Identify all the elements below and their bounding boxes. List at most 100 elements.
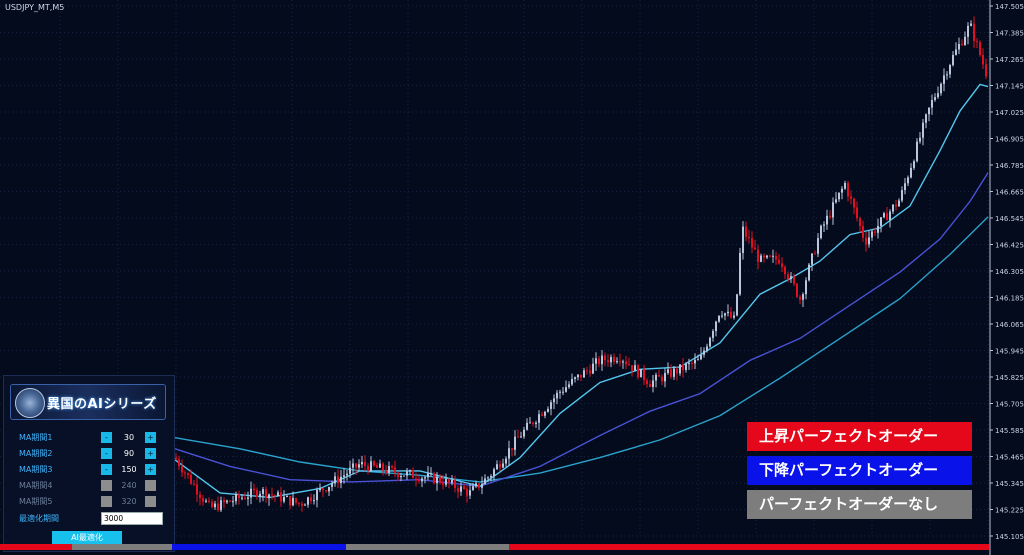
candle-body xyxy=(736,294,738,316)
candle-body xyxy=(712,331,714,338)
symbol-label: USDJPY_MT,M5 xyxy=(5,3,65,12)
candle-body xyxy=(970,23,972,26)
candle-body xyxy=(295,498,297,503)
candle-body xyxy=(391,466,393,468)
candle-body xyxy=(196,484,198,495)
candle-body xyxy=(199,494,201,499)
ma-period-3-label: MA期間3 xyxy=(19,465,53,474)
candle-body xyxy=(550,402,552,409)
candle-body xyxy=(784,266,786,275)
candle-body xyxy=(307,497,309,505)
candle-body xyxy=(514,436,516,450)
candle-body xyxy=(787,274,789,279)
ma-period-1-value: 30 xyxy=(123,433,135,442)
candle-body xyxy=(811,253,813,265)
candle-body xyxy=(364,461,366,466)
ma-period-2-row: MA期間2 - 90 + xyxy=(19,448,169,460)
candle-body xyxy=(346,473,348,476)
ma-period-4-row: MA期間4 - 240 + xyxy=(19,480,169,492)
candle-body xyxy=(697,359,699,361)
legend-no-perfect-order: パーフェクトオーダーなし xyxy=(747,490,972,519)
candle-body xyxy=(742,226,744,253)
candle-body xyxy=(337,476,339,483)
candle-body xyxy=(706,346,708,351)
candle-body xyxy=(511,448,513,450)
candle-body xyxy=(361,461,363,465)
candle-body xyxy=(217,503,219,511)
candle-body xyxy=(631,365,633,371)
optimize-period-input[interactable] xyxy=(101,512,163,525)
candle-body xyxy=(628,364,630,366)
ma-period-3-decrement-button[interactable]: - xyxy=(101,464,112,475)
candle-body xyxy=(265,489,267,499)
candle-body xyxy=(268,494,270,499)
candle-body xyxy=(322,488,324,491)
candle-body xyxy=(253,488,255,491)
ma-period-4-decrement-button[interactable]: - xyxy=(101,480,112,491)
candle-body xyxy=(304,504,306,506)
candle-body xyxy=(613,357,615,362)
candle-body xyxy=(472,486,474,491)
price-axis-label-6: 146.785 xyxy=(995,162,1024,170)
ma-period-2-increment-button[interactable]: + xyxy=(145,448,156,459)
candle-body xyxy=(565,387,567,392)
candles xyxy=(175,16,987,513)
candle-body xyxy=(928,107,930,115)
candle-body xyxy=(424,477,426,479)
candle-body xyxy=(463,486,465,490)
candle-body xyxy=(415,478,417,480)
candle-body xyxy=(274,495,276,497)
price-axis-label-20: 145.105 xyxy=(995,533,1024,541)
candle-body xyxy=(187,473,189,475)
candle-body xyxy=(367,465,369,471)
candle-body xyxy=(499,464,501,468)
ma-period-5-increment-button[interactable]: + xyxy=(145,496,156,507)
ai-optimize-button[interactable]: AI最適化 xyxy=(52,531,122,545)
ma-period-1-increment-button[interactable]: + xyxy=(145,432,156,443)
candle-body xyxy=(340,476,342,483)
candle-body xyxy=(982,55,984,65)
candle-body xyxy=(871,231,873,238)
candle-body xyxy=(781,263,783,267)
candle-body xyxy=(544,411,546,416)
candle-body xyxy=(616,361,618,363)
candle-body xyxy=(694,359,696,364)
candle-body xyxy=(571,378,573,385)
ma-period-2-decrement-button[interactable]: - xyxy=(101,448,112,459)
candle-body xyxy=(595,358,597,364)
candle-body xyxy=(799,296,801,300)
candle-body xyxy=(580,374,582,378)
candle-body xyxy=(271,494,273,496)
ma-period-4-increment-button[interactable]: + xyxy=(145,480,156,491)
candle-body xyxy=(655,374,657,381)
ma-period-5-decrement-button[interactable]: - xyxy=(101,496,112,507)
candle-body xyxy=(973,23,975,42)
candle-body xyxy=(859,218,861,227)
candle-body xyxy=(448,479,450,483)
price-axis-label-19: 145.225 xyxy=(995,507,1024,515)
candle-body xyxy=(460,486,462,492)
candle-body xyxy=(244,497,246,499)
candle-body xyxy=(238,494,240,499)
candle-body xyxy=(703,350,705,355)
ma-period-3-increment-button[interactable]: + xyxy=(145,464,156,475)
candle-body xyxy=(496,464,498,470)
candle-body xyxy=(568,384,570,388)
candle-body xyxy=(883,213,885,218)
candle-body xyxy=(343,475,345,477)
ma-period-4-value: 240 xyxy=(121,481,137,490)
candle-body xyxy=(724,313,726,316)
candle-body xyxy=(775,255,777,260)
candle-body xyxy=(826,215,828,225)
candle-body xyxy=(352,463,354,468)
trend-bar-segment-4 xyxy=(346,544,509,550)
ma-period-1-decrement-button[interactable]: - xyxy=(101,432,112,443)
candle-body xyxy=(487,477,489,479)
candle-body xyxy=(601,355,603,365)
candle-body xyxy=(484,478,486,485)
price-axis: 147.505 147.385 147.265 147.145 147.025 146.9… xyxy=(989,0,1024,555)
candle-body xyxy=(745,226,747,237)
candle-body xyxy=(532,422,534,424)
candle-body xyxy=(646,380,648,385)
